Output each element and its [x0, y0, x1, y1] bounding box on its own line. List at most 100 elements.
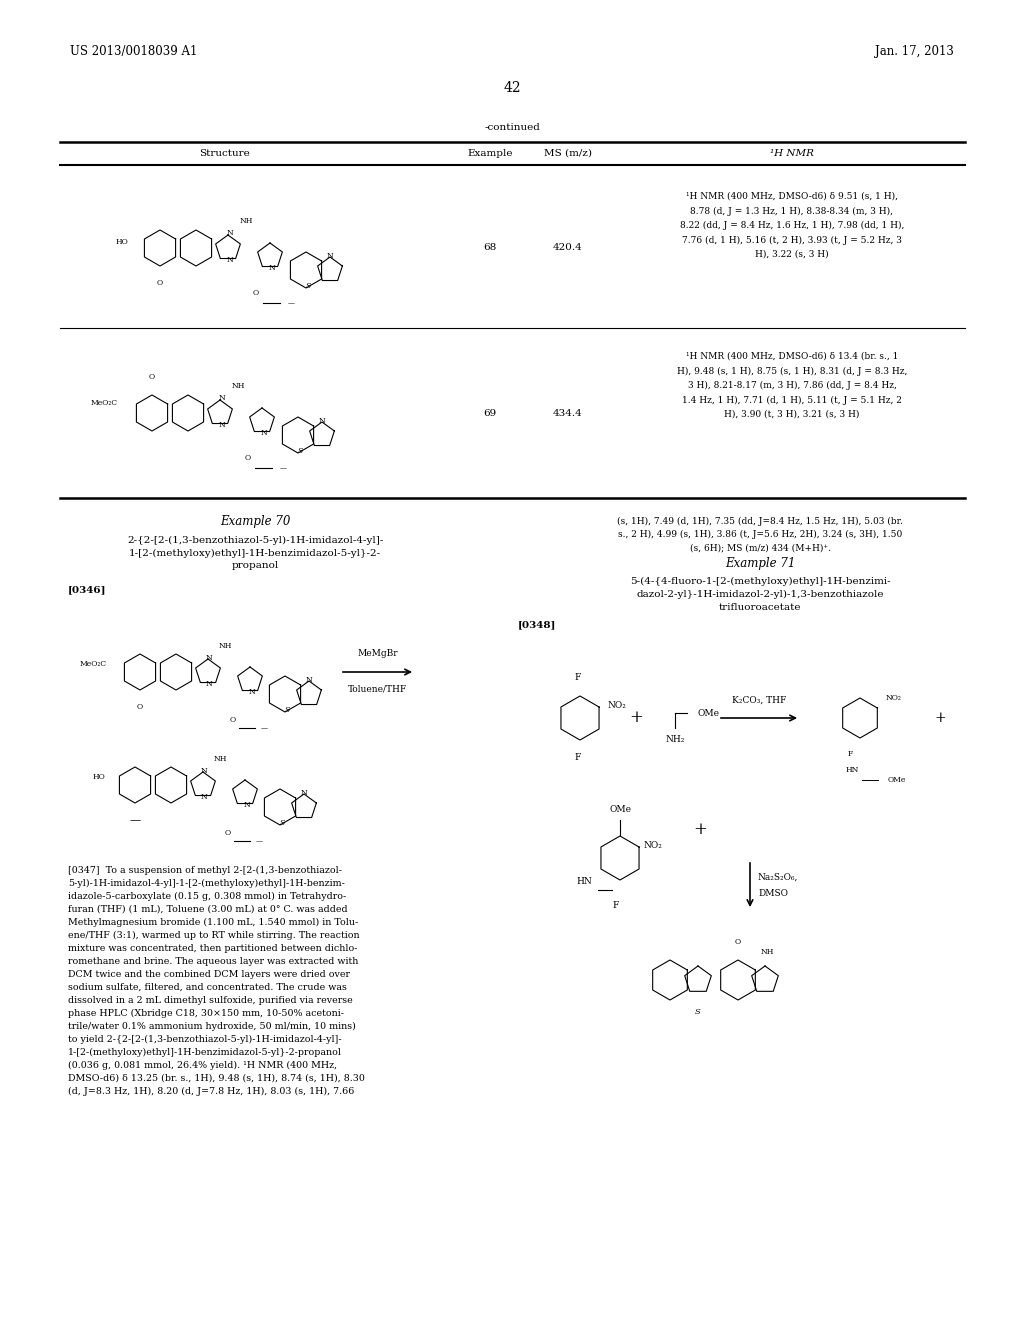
- Text: 8.78 (d, J = 1.3 Hz, 1 H), 8.38-8.34 (m, 3 H),: 8.78 (d, J = 1.3 Hz, 1 H), 8.38-8.34 (m,…: [690, 206, 894, 215]
- Text: +: +: [693, 821, 707, 838]
- Text: N: N: [305, 676, 312, 684]
- Text: mixture was concentrated, then partitioned between dichlo-: mixture was concentrated, then partition…: [68, 944, 357, 953]
- Text: (d, J=8.3 Hz, 1H), 8.20 (d, J=7.8 Hz, 1H), 8.03 (s, 1H), 7.66: (d, J=8.3 Hz, 1H), 8.20 (d, J=7.8 Hz, 1H…: [68, 1086, 354, 1096]
- Text: +: +: [934, 711, 946, 725]
- Text: HO: HO: [92, 774, 105, 781]
- Text: US 2013/0018039 A1: US 2013/0018039 A1: [70, 45, 198, 58]
- Text: Example 71: Example 71: [725, 557, 796, 569]
- Text: O: O: [157, 279, 163, 286]
- Text: 1-[2-(methyloxy)ethyl]-1H-benzimidazol-5-yl}-2-: 1-[2-(methyloxy)ethyl]-1H-benzimidazol-5…: [129, 548, 381, 557]
- Text: propanol: propanol: [231, 561, 279, 570]
- Text: MeO₂C: MeO₂C: [80, 660, 106, 668]
- Text: N: N: [219, 393, 225, 403]
- Text: romethane and brine. The aqueous layer was extracted with: romethane and brine. The aqueous layer w…: [68, 957, 358, 966]
- Text: NO₂: NO₂: [608, 701, 627, 710]
- Text: N: N: [249, 688, 255, 696]
- Text: DMSO-d6) δ 13.25 (br. s., 1H), 9.48 (s, 1H), 8.74 (s, 1H), 8.30: DMSO-d6) δ 13.25 (br. s., 1H), 9.48 (s, …: [68, 1074, 365, 1082]
- Text: N: N: [301, 789, 307, 797]
- Text: 42: 42: [503, 81, 521, 95]
- Text: K₂CO₃, THF: K₂CO₃, THF: [732, 696, 786, 705]
- Text: NH: NH: [214, 755, 227, 763]
- Text: N: N: [219, 421, 225, 429]
- Text: —: —: [261, 723, 268, 733]
- Text: F: F: [848, 750, 853, 758]
- Text: N: N: [318, 417, 326, 425]
- Text: HO: HO: [116, 238, 128, 246]
- Text: idazole-5-carboxylate (0.15 g, 0.308 mmol) in Tetrahydro-: idazole-5-carboxylate (0.15 g, 0.308 mmo…: [68, 892, 346, 902]
- Text: H), 3.90 (t, 3 H), 3.21 (s, 3 H): H), 3.90 (t, 3 H), 3.21 (s, 3 H): [724, 411, 860, 418]
- Text: trile/water 0.1% ammonium hydroxide, 50 ml/min, 10 mins): trile/water 0.1% ammonium hydroxide, 50 …: [68, 1022, 356, 1031]
- Text: S: S: [280, 818, 285, 828]
- Text: DMSO: DMSO: [758, 888, 788, 898]
- Text: N: N: [244, 801, 251, 809]
- Text: OMe: OMe: [888, 776, 906, 784]
- Text: —: —: [256, 837, 263, 845]
- Text: HN: HN: [846, 766, 859, 774]
- Text: +: +: [629, 710, 643, 726]
- Text: 420.4: 420.4: [553, 243, 583, 252]
- Text: DCM twice and the combined DCM layers were dried over: DCM twice and the combined DCM layers we…: [68, 970, 350, 979]
- Text: S: S: [695, 1008, 700, 1016]
- Text: NH: NH: [760, 948, 774, 956]
- Text: trifluoroacetate: trifluoroacetate: [719, 602, 801, 611]
- Text: N: N: [268, 264, 275, 272]
- Text: 7.76 (d, 1 H), 5.16 (t, 2 H), 3.93 (t, J = 5.2 Hz, 3: 7.76 (d, 1 H), 5.16 (t, 2 H), 3.93 (t, J…: [682, 235, 902, 244]
- Text: H), 9.48 (s, 1 H), 8.75 (s, 1 H), 8.31 (d, J = 8.3 Hz,: H), 9.48 (s, 1 H), 8.75 (s, 1 H), 8.31 (…: [677, 367, 907, 376]
- Text: dissolved in a 2 mL dimethyl sulfoxide, purified via reverse: dissolved in a 2 mL dimethyl sulfoxide, …: [68, 997, 352, 1005]
- Text: O: O: [148, 374, 155, 381]
- Text: Example: Example: [467, 149, 513, 157]
- Text: 3 H), 8.21-8.17 (m, 3 H), 7.86 (dd, J = 8.4 Hz,: 3 H), 8.21-8.17 (m, 3 H), 7.86 (dd, J = …: [687, 381, 896, 391]
- Text: [0347]  To a suspension of methyl 2-[2-(1,3-benzothiazol-: [0347] To a suspension of methyl 2-[2-(1…: [68, 866, 342, 875]
- Text: ene/THF (3:1), warmed up to RT while stirring. The reaction: ene/THF (3:1), warmed up to RT while sti…: [68, 931, 359, 940]
- Text: 68: 68: [483, 243, 497, 252]
- Text: MS (m/z): MS (m/z): [544, 149, 592, 157]
- Text: MeO₂C: MeO₂C: [91, 399, 118, 407]
- Text: dazol-2-yl}-1H-imidazol-2-yl)-1,3-benzothiazole: dazol-2-yl}-1H-imidazol-2-yl)-1,3-benzot…: [636, 590, 884, 598]
- Text: MeMgBr: MeMgBr: [357, 649, 397, 657]
- Text: N: N: [201, 793, 208, 801]
- Text: N: N: [206, 653, 212, 663]
- Text: HN: HN: [577, 878, 592, 887]
- Text: N: N: [206, 680, 212, 688]
- Text: F: F: [574, 754, 582, 763]
- Text: ¹H NMR (400 MHz, DMSO-d6) δ 9.51 (s, 1 H),: ¹H NMR (400 MHz, DMSO-d6) δ 9.51 (s, 1 H…: [686, 191, 898, 201]
- Text: —: —: [129, 814, 140, 825]
- Text: O: O: [253, 289, 259, 297]
- Text: 1.4 Hz, 1 H), 7.71 (d, 1 H), 5.11 (t, J = 5.1 Hz, 2: 1.4 Hz, 1 H), 7.71 (d, 1 H), 5.11 (t, J …: [682, 396, 902, 405]
- Text: 8.22 (dd, J = 8.4 Hz, 1.6 Hz, 1 H), 7.98 (dd, 1 H),: 8.22 (dd, J = 8.4 Hz, 1.6 Hz, 1 H), 7.98…: [680, 220, 904, 230]
- Text: —: —: [288, 300, 295, 308]
- Text: N: N: [327, 252, 334, 260]
- Text: NO₂: NO₂: [886, 694, 902, 702]
- Text: Structure: Structure: [200, 149, 251, 157]
- Text: ¹H NMR: ¹H NMR: [770, 149, 814, 157]
- Text: Jan. 17, 2013: Jan. 17, 2013: [876, 45, 954, 58]
- Text: O: O: [245, 454, 251, 462]
- Text: [0346]: [0346]: [68, 586, 106, 594]
- Text: (s, 1H), 7.49 (d, 1H), 7.35 (dd, J=8.4 Hz, 1.5 Hz, 1H), 5.03 (br.: (s, 1H), 7.49 (d, 1H), 7.35 (dd, J=8.4 H…: [617, 517, 903, 527]
- Text: —: —: [280, 465, 287, 473]
- Text: N: N: [226, 256, 233, 264]
- Text: furan (THF) (1 mL), Toluene (3.00 mL) at 0° C. was added: furan (THF) (1 mL), Toluene (3.00 mL) at…: [68, 906, 347, 913]
- Text: S: S: [285, 706, 290, 714]
- Text: 2-{2-[2-(1,3-benzothiazol-5-yl)-1H-imidazol-4-yl]-: 2-{2-[2-(1,3-benzothiazol-5-yl)-1H-imida…: [127, 536, 383, 545]
- Text: O: O: [137, 704, 143, 711]
- Text: N: N: [226, 228, 233, 238]
- Text: N: N: [201, 767, 208, 775]
- Text: N: N: [261, 429, 267, 437]
- Text: Na₂S₂O₆,: Na₂S₂O₆,: [758, 873, 799, 882]
- Text: F: F: [612, 900, 620, 909]
- Text: Example 70: Example 70: [220, 516, 290, 528]
- Text: NH: NH: [232, 381, 246, 389]
- Text: [0348]: [0348]: [518, 620, 556, 630]
- Text: (0.036 g, 0.081 mmol, 26.4% yield). ¹H NMR (400 MHz,: (0.036 g, 0.081 mmol, 26.4% yield). ¹H N…: [68, 1061, 337, 1071]
- Text: 5-(4-{4-fluoro-1-[2-(methyloxy)ethyl]-1H-benzimi-: 5-(4-{4-fluoro-1-[2-(methyloxy)ethyl]-1H…: [630, 577, 890, 586]
- Text: O: O: [230, 715, 237, 723]
- Text: NH₂: NH₂: [666, 735, 685, 744]
- Text: 434.4: 434.4: [553, 408, 583, 417]
- Text: S: S: [305, 282, 310, 290]
- Text: sodium sulfate, filtered, and concentrated. The crude was: sodium sulfate, filtered, and concentrat…: [68, 983, 347, 993]
- Text: 1-[2-(methyloxy)ethyl]-1H-benzimidazol-5-yl}-2-propanol: 1-[2-(methyloxy)ethyl]-1H-benzimidazol-5…: [68, 1048, 342, 1057]
- Text: Methylmagnesium bromide (1.100 mL, 1.540 mmol) in Tolu-: Methylmagnesium bromide (1.100 mL, 1.540…: [68, 917, 358, 927]
- Text: to yield 2-{2-[2-(1,3-benzothiazol-5-yl)-1H-imidazol-4-yl]-: to yield 2-{2-[2-(1,3-benzothiazol-5-yl)…: [68, 1035, 342, 1044]
- Text: Toluene/THF: Toluene/THF: [348, 684, 408, 693]
